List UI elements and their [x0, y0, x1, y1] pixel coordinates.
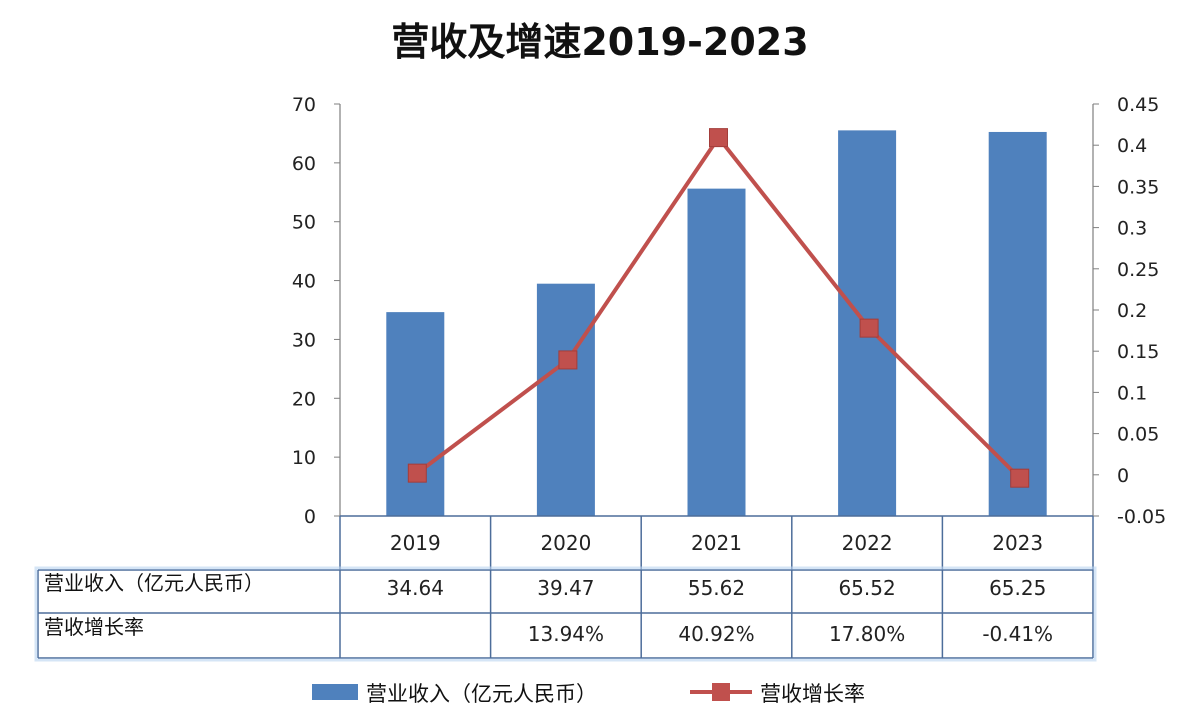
right-tick-label: 0.4 [1117, 135, 1147, 157]
line-point [859, 318, 879, 338]
right-tick-label: 0.3 [1117, 218, 1147, 240]
line-point [558, 350, 578, 370]
category-label: 2019 [390, 531, 441, 555]
line-series [407, 128, 1030, 488]
right-tick-label: 0 [1117, 465, 1129, 487]
legend: 营业收入（亿元人民币） 营收增长率 [312, 682, 865, 706]
right-tick-label: 0.1 [1117, 382, 1147, 404]
chart-title: 营收及增速2019-2023 [391, 20, 808, 64]
line-point [709, 128, 728, 148]
line-point [407, 463, 427, 483]
table-glow [34, 566, 1097, 662]
revenue-value: 65.25 [989, 576, 1046, 600]
row-label-revenue: 营业收入（亿元人民币） [44, 571, 264, 595]
growth-value: 13.94% [528, 622, 604, 646]
right-tick-label: 0.05 [1117, 424, 1159, 446]
left-tick-label: 10 [292, 447, 316, 469]
left-tick-label: 60 [292, 153, 316, 175]
right-tick-label: 0.35 [1117, 176, 1159, 198]
row-label-growth: 营收增长率 [44, 615, 144, 639]
right-axis-ticks: -0.05 0 0.05 0.1 0.15 0.2 0.25 0.3 0.35 0.4 0.45 [1093, 94, 1166, 528]
bar [988, 131, 1047, 516]
left-tick-label: 50 [292, 212, 316, 234]
data-table: 2019 2020 2021 2022 2023 营业收入（亿元人民币） 营收增长率 34.6… [34, 515, 1097, 662]
bar-series [386, 130, 1047, 517]
growth-value: 40.92% [678, 622, 754, 646]
line-point [1010, 468, 1030, 488]
legend-label-revenue: 营业收入（亿元人民币） [366, 682, 597, 706]
category-label: 2021 [691, 531, 742, 555]
right-tick-label: -0.05 [1117, 506, 1166, 528]
left-tick-label: 0 [304, 506, 316, 528]
right-tick-label: 0.15 [1117, 341, 1159, 363]
right-tick-label: 0.25 [1117, 259, 1159, 281]
growth-value: 17.80% [829, 622, 905, 646]
category-label: 2022 [842, 531, 893, 555]
left-tick-label: 40 [292, 271, 316, 293]
right-tick-label: 0.45 [1117, 94, 1159, 116]
bar [536, 283, 595, 516]
revenue-value: 39.47 [537, 576, 594, 600]
bar [687, 188, 746, 516]
bar [386, 312, 445, 516]
revenue-value: 34.64 [387, 576, 444, 600]
legend-label-growth: 营收增长率 [760, 682, 865, 706]
revenue-value: 55.62 [688, 576, 745, 600]
legend-marker-growth [712, 683, 730, 701]
category-label: 2020 [540, 531, 591, 555]
legend-swatch-revenue [312, 684, 358, 700]
left-axis-ticks: 0 10 20 30 40 50 60 70 [292, 94, 340, 528]
left-tick-label: 30 [292, 329, 316, 351]
left-tick-label: 70 [292, 94, 316, 116]
revenue-value: 65.52 [838, 576, 895, 600]
growth-value: -0.41% [982, 622, 1053, 646]
category-label: 2023 [992, 531, 1043, 555]
left-tick-label: 20 [292, 388, 316, 410]
right-tick-label: 0.2 [1117, 300, 1147, 322]
